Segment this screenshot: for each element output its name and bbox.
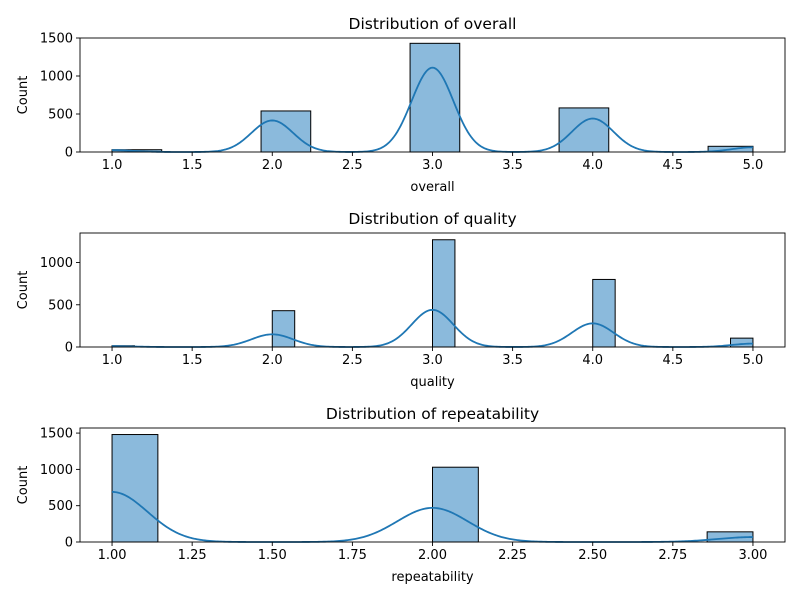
x-axis-label: repeatability xyxy=(391,570,474,585)
x-tick-label: 2.5 xyxy=(342,353,363,368)
subplot-3: Distribution of repeatability 1.00 1.25 1.5… xyxy=(16,405,786,585)
y-tick-label: 500 xyxy=(48,499,73,514)
chart-title: Distribution of quality xyxy=(348,210,516,228)
bar-2 xyxy=(271,310,296,348)
subplot-1: Distribution of overall 1.0 1.5 2.0 2.5 3.0 3.… xyxy=(16,15,786,195)
x-tick-label: 4.5 xyxy=(662,158,683,173)
x-tick-label: 2.25 xyxy=(498,548,527,563)
x-tick-label: 1.00 xyxy=(98,548,127,563)
x-tick-label: 5.0 xyxy=(743,353,764,368)
x-tick-label: 4.0 xyxy=(582,158,603,173)
y-tick-label: 0 xyxy=(65,536,73,551)
x-tick-label: 2.0 xyxy=(262,158,283,173)
x-tick-label: 3.5 xyxy=(502,353,523,368)
x-tick-label: 2.00 xyxy=(418,548,447,563)
y-axis-label: Count xyxy=(16,76,31,115)
x-tick-label: 1.0 xyxy=(102,158,123,173)
x-tick-label: 2.75 xyxy=(658,548,687,563)
x-tick-label: 3.5 xyxy=(502,158,523,173)
x-tick-label: 3.0 xyxy=(422,353,443,368)
x-tick-label: 1.25 xyxy=(178,548,207,563)
y-tick-label: 1000 xyxy=(40,463,73,478)
x-tick-label: 3.0 xyxy=(422,158,443,173)
x-tick-label: 1.5 xyxy=(182,353,203,368)
x-tick-label: 4.5 xyxy=(662,353,683,368)
y-tick-label: 0 xyxy=(65,341,73,356)
subplot-2: Distribution of quality 1.0 1.5 2.0 2.5 3.0 3.… xyxy=(16,210,786,390)
bar-2 xyxy=(432,466,479,543)
y-tick-label: 1000 xyxy=(40,70,73,85)
y-axis-label: Count xyxy=(16,271,31,310)
x-tick-label: 4.0 xyxy=(582,353,603,368)
chart-title: Distribution of overall xyxy=(349,15,517,33)
x-axis-label: quality xyxy=(410,375,455,390)
x-tick-label: 1.75 xyxy=(338,548,367,563)
kde-line xyxy=(112,308,753,348)
y-tick-label: 1000 xyxy=(40,256,73,271)
y-axis-label: Count xyxy=(16,466,31,505)
x-tick-label: 2.0 xyxy=(262,353,283,368)
x-tick-label: 3.00 xyxy=(738,548,767,563)
y-tick-label: 1500 xyxy=(40,427,73,442)
bar-2 xyxy=(260,110,312,153)
x-axis-label: overall xyxy=(410,180,454,195)
x-tick-label: 1.5 xyxy=(182,158,203,173)
y-tick-label: 0 xyxy=(65,146,73,161)
x-tick-label: 2.50 xyxy=(578,548,607,563)
chart-title: Distribution of repeatability xyxy=(326,405,539,423)
bar-4 xyxy=(558,107,610,153)
x-tick-label: 5.0 xyxy=(743,158,764,173)
x-tick-label: 1.0 xyxy=(102,353,123,368)
x-tick-label: 2.5 xyxy=(342,158,363,173)
bar-3 xyxy=(432,239,456,348)
bar-1 xyxy=(111,434,159,543)
bar-4 xyxy=(592,278,616,348)
y-tick-label: 500 xyxy=(48,108,73,123)
x-tick-label: 1.50 xyxy=(258,548,287,563)
kde-line xyxy=(112,66,753,153)
y-tick-label: 500 xyxy=(48,298,73,313)
y-tick-label: 1500 xyxy=(40,32,73,47)
